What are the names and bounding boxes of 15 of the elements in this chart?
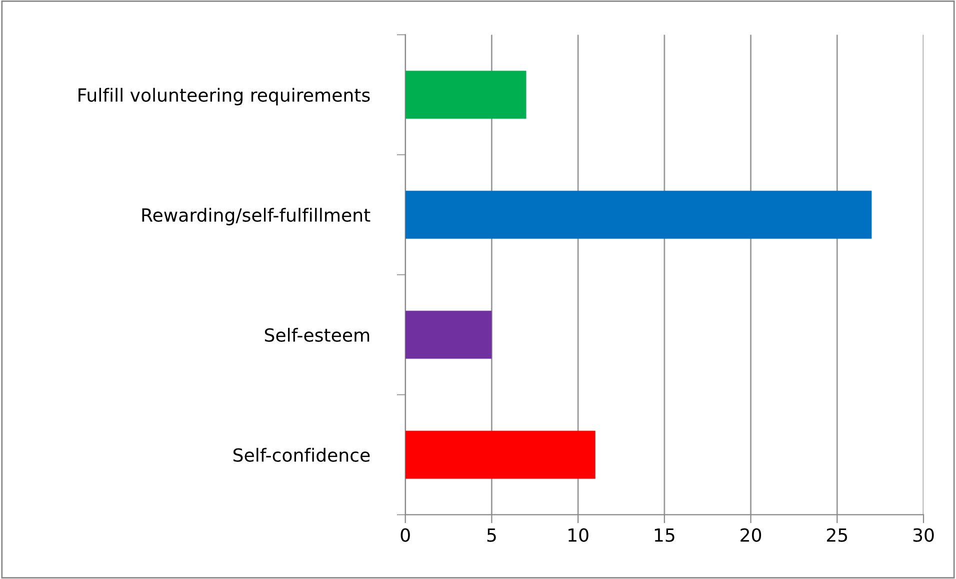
x-tick-label: 25	[826, 528, 848, 542]
x-tick-label: 20	[740, 528, 762, 542]
bar	[405, 70, 526, 119]
x-tick-label: 30	[913, 528, 934, 542]
x-tick-label: 0	[400, 528, 410, 542]
x-tick-label: 15	[654, 528, 674, 542]
x-tick-label: 10	[568, 528, 588, 542]
y-tick-label: Self-esteem	[264, 328, 370, 342]
x-tick-label: 5	[487, 528, 496, 542]
bar	[405, 310, 492, 359]
y-tick-label: Fulfill volunteering requirements	[78, 88, 370, 106]
y-tick-label: Rewarding/self-fulfillment	[142, 208, 370, 226]
y-tick-label: Self-confidence	[234, 448, 370, 462]
bar	[405, 190, 872, 239]
bar	[405, 430, 596, 479]
